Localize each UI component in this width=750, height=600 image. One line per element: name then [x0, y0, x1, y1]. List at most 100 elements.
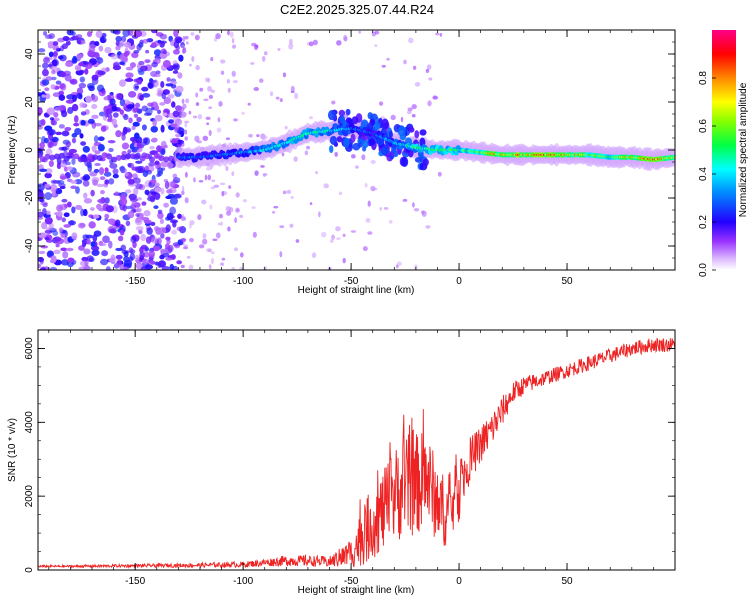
noise-speckle — [48, 141, 54, 148]
colorbar-tick-label: 0.8 — [698, 71, 709, 85]
noise-speckle — [112, 173, 119, 179]
noise-speckle — [43, 30, 48, 36]
noise-speckle — [172, 265, 179, 270]
noise-speckle — [70, 185, 77, 189]
noise-speckle — [318, 211, 321, 218]
noise-speckle — [315, 170, 318, 175]
noise-speckle — [242, 199, 247, 203]
noise-speckle — [439, 33, 443, 37]
noise-speckle — [98, 167, 105, 175]
noise-band — [106, 153, 113, 160]
noise-speckle — [38, 125, 43, 130]
noise-speckle — [87, 50, 94, 57]
noise-speckle — [160, 81, 165, 88]
noise-speckle — [93, 168, 100, 173]
noise-speckle — [181, 98, 185, 104]
noise-speckle — [45, 34, 53, 40]
spectrogram-y-tick-label: -40 — [24, 238, 35, 253]
noise-speckle — [133, 132, 140, 140]
snr-plot-area — [38, 330, 675, 570]
noise-speckle — [104, 213, 110, 219]
noise-speckle — [160, 148, 166, 156]
noise-speckle — [365, 217, 371, 223]
noise-speckle — [132, 121, 140, 127]
noise-speckle — [136, 207, 142, 213]
noise-speckle — [143, 112, 152, 116]
noise-speckle — [82, 175, 87, 181]
noise-speckle — [151, 236, 159, 244]
noise-speckle — [194, 34, 200, 41]
noise-speckle — [138, 70, 145, 76]
noise-speckle — [48, 160, 54, 167]
ridge-blob — [329, 145, 334, 154]
noise-speckle — [97, 70, 106, 76]
noise-speckle — [85, 234, 94, 239]
noise-speckle — [169, 219, 179, 224]
noise-speckle — [41, 94, 46, 98]
noise-speckle — [154, 261, 160, 266]
noise-speckle — [104, 217, 109, 222]
noise-speckle — [79, 133, 84, 139]
noise-speckle — [154, 187, 162, 193]
noise-speckle — [83, 192, 88, 199]
noise-speckle — [386, 57, 390, 61]
noise-speckle — [97, 136, 105, 141]
noise-band — [49, 154, 56, 161]
noise-speckle — [116, 258, 122, 267]
noise-speckle — [91, 249, 100, 257]
noise-speckle — [60, 233, 66, 238]
noise-speckle — [231, 70, 236, 77]
noise-speckle — [180, 237, 186, 243]
noise-speckle — [262, 173, 268, 176]
snr-x-tick-label: -150 — [125, 576, 145, 587]
noise-speckle — [78, 82, 87, 89]
snr-xlabel: Height of straight line (km) — [298, 585, 415, 596]
snr-x-tick-label: 50 — [561, 576, 573, 587]
noise-speckle — [289, 223, 294, 228]
noise-speckle — [56, 211, 63, 217]
noise-speckle — [136, 79, 143, 85]
noise-speckle — [304, 150, 309, 156]
noise-speckle — [73, 122, 80, 127]
noise-speckle — [208, 94, 213, 100]
noise-speckle — [282, 190, 287, 195]
noise-speckle — [231, 266, 236, 270]
noise-speckle — [358, 30, 361, 34]
noise-speckle — [44, 216, 53, 225]
noise-speckle — [165, 83, 174, 87]
noise-speckle — [167, 93, 175, 99]
snr-panel: -150 -100 -50 0 50 0 2000 4000 6000 Height of st… — [7, 329, 676, 596]
noise-speckle — [42, 208, 47, 216]
noise-speckle — [64, 203, 69, 209]
noise-speckle — [142, 258, 149, 264]
noise-speckle — [41, 222, 48, 230]
noise-speckle — [425, 225, 431, 229]
noise-speckle — [71, 232, 78, 240]
noise-speckle — [50, 84, 56, 90]
noise-speckle — [234, 247, 238, 252]
ridge-blob — [408, 126, 415, 133]
noise-speckle — [150, 221, 156, 226]
noise-speckle — [221, 190, 225, 197]
noise-speckle — [77, 40, 82, 45]
noise-speckle — [163, 202, 169, 208]
noise-speckle — [184, 197, 189, 204]
noise-speckle — [78, 266, 88, 270]
noise-speckle — [39, 141, 45, 149]
noise-speckle — [396, 261, 402, 266]
noise-speckle — [65, 99, 75, 104]
noise-speckle — [53, 117, 60, 122]
noise-speckle — [67, 106, 74, 115]
noise-speckle — [75, 204, 83, 211]
noise-speckle — [183, 129, 188, 135]
noise-speckle — [107, 140, 116, 144]
noise-band — [92, 154, 99, 161]
snr-y-tick-label: 6000 — [24, 337, 35, 360]
noise-speckle — [103, 171, 112, 177]
noise-speckle — [263, 265, 267, 270]
noise-speckle — [55, 243, 60, 248]
noise-band — [149, 156, 156, 163]
noise-speckle — [91, 74, 99, 81]
noise-speckle — [86, 255, 94, 262]
